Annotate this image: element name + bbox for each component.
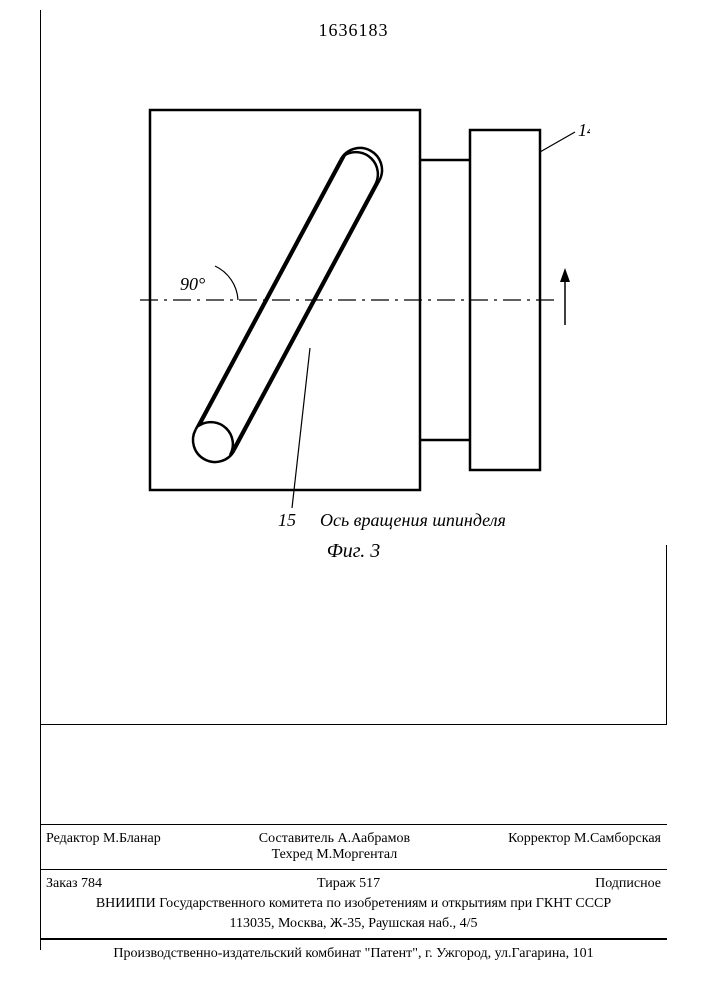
leader-15 [292, 348, 310, 508]
footer-block: Редактор М.Бланар Составитель А.Аабрамов… [40, 820, 667, 964]
tirazh: Тираж 517 [317, 876, 380, 892]
publisher-line: Производственно-издательский комбинат "П… [40, 944, 667, 964]
figure-svg: 90° 14 15 Ось вращения шпинделя [110, 90, 590, 530]
slot-shape [193, 148, 382, 462]
direction-arrow-head [560, 268, 570, 282]
patent-page: 1636183 [0, 0, 707, 1000]
angle-arc [215, 266, 238, 300]
footer-rule-2 [40, 869, 667, 870]
vniipi-line: ВНИИПИ Государственного комитета по изоб… [40, 894, 667, 914]
callout-15: 15 [278, 510, 296, 530]
frame-left [40, 10, 41, 950]
footer-order-row: Заказ 784 Тираж 517 Подписное [40, 874, 667, 894]
compiler: Составитель А.Аабрамов [259, 831, 410, 846]
order-number: Заказ 784 [46, 876, 102, 892]
frame-right [666, 545, 667, 725]
editor: Редактор М.Бланар [46, 831, 161, 863]
figure-caption: Фиг. 3 [0, 540, 707, 563]
figure-3: 90° 14 15 Ось вращения шпинделя [110, 90, 590, 520]
footer-credits-row: Редактор М.Бланар Составитель А.Аабрамов… [40, 829, 667, 865]
footer-rule-3 [40, 938, 667, 940]
subscription: Подписное [595, 876, 661, 892]
footer-rule-1 [40, 824, 667, 825]
document-number: 1636183 [0, 20, 707, 41]
slot [200, 152, 378, 455]
address-line: 113035, Москва, Ж-35, Раушская наб., 4/5 [40, 914, 667, 934]
callout-14: 14 [578, 120, 590, 140]
techred: Техред М.Моргентал [272, 847, 398, 862]
leader-14 [540, 132, 575, 152]
axis-label: Ось вращения шпинделя [320, 510, 506, 530]
angle-label: 90° [180, 274, 205, 294]
frame-bottom [40, 724, 667, 725]
corrector: Корректор М.Самборская [508, 831, 661, 863]
